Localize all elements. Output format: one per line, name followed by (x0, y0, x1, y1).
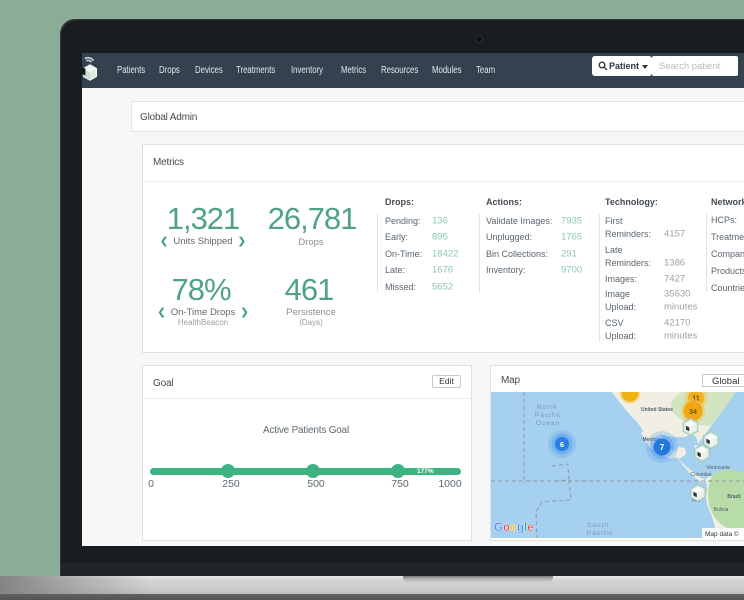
svg-text:Mexico: Mexico (643, 437, 660, 443)
svg-text:Pacific: Pacific (587, 530, 613, 537)
svg-text:South: South (587, 522, 609, 529)
svg-text:11: 11 (692, 396, 700, 403)
svg-text:Map data ©: Map data © (705, 530, 739, 538)
svg-text:34: 34 (689, 409, 697, 416)
svg-text:North: North (537, 404, 558, 411)
svg-text:Venezuela: Venezuela (706, 465, 730, 471)
svg-text:Colombia: Colombia (690, 472, 711, 478)
svg-text:Brazil: Brazil (727, 494, 741, 500)
svg-text:Google: Google (494, 522, 534, 534)
svg-text:6: 6 (560, 440, 564, 449)
svg-text:Bolivia: Bolivia (714, 507, 729, 513)
svg-text:7: 7 (660, 443, 665, 452)
svg-text:Ocean: Ocean (536, 420, 560, 427)
svg-text:Pacific: Pacific (535, 412, 561, 419)
svg-text:United States: United States (641, 407, 673, 413)
